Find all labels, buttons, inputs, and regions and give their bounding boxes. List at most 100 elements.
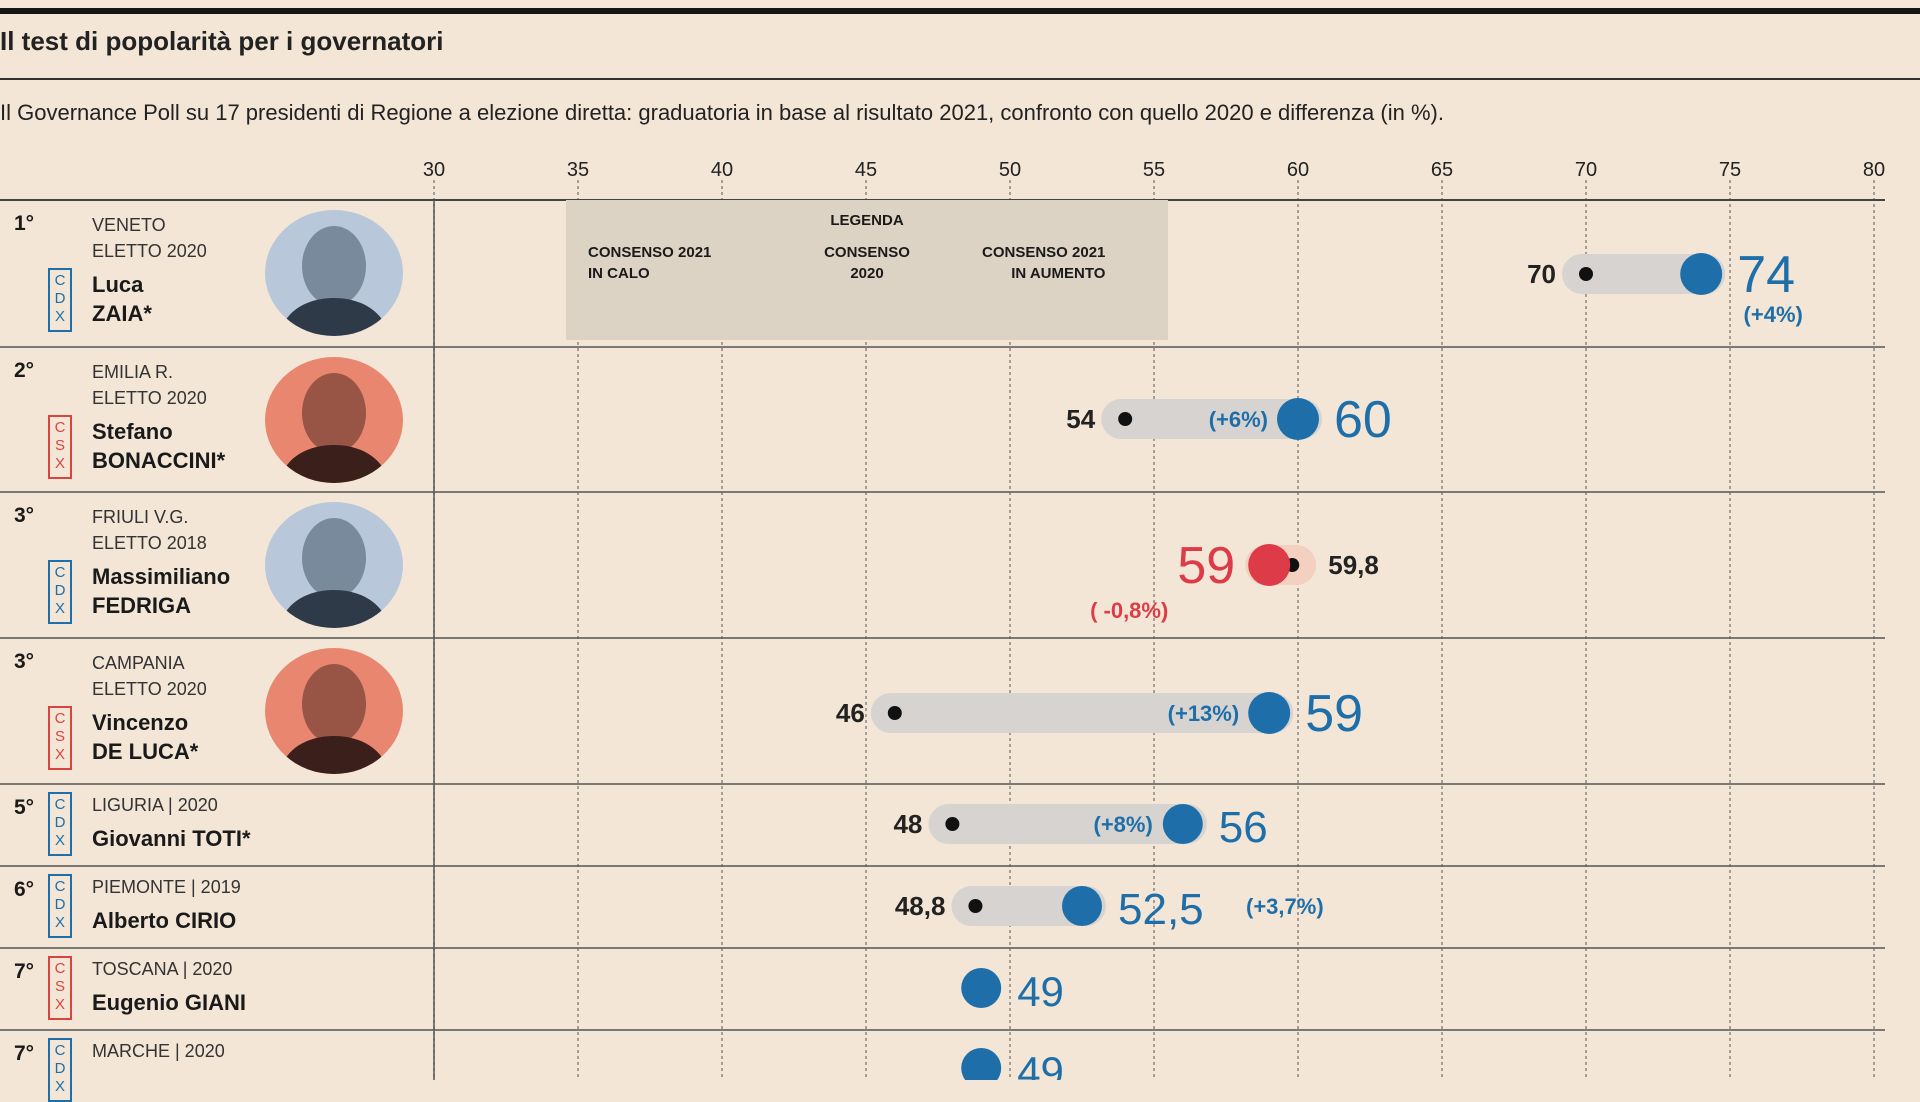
governor-name: Alberto CIRIO bbox=[92, 908, 237, 933]
chart-subtitle: Il Governance Poll su 17 presidenti di R… bbox=[0, 100, 1444, 125]
region-label: VENETO bbox=[92, 215, 166, 235]
coalition-letter: S bbox=[54, 437, 65, 454]
coalition-letter: X bbox=[54, 1078, 65, 1095]
x-tick-label-75: 75 bbox=[1719, 159, 1741, 181]
coalition-letter: D bbox=[54, 896, 66, 913]
label-2021-2: 59 bbox=[1177, 537, 1235, 595]
governor-portrait bbox=[265, 210, 403, 336]
dot-2021-7 bbox=[961, 1048, 1002, 1080]
elected-label: ELETTO 2020 bbox=[92, 388, 207, 408]
coalition-letter: C bbox=[54, 960, 66, 977]
legend-label-increase-line1: CONSENSO 2021 bbox=[982, 244, 1106, 261]
x-tick-label-45: 45 bbox=[855, 159, 877, 181]
legend-label-decrease-line1: CONSENSO 2021 bbox=[588, 244, 712, 261]
legend-label-2020-line1: CONSENSO bbox=[824, 244, 910, 261]
coalition-letter: X bbox=[54, 455, 65, 472]
coalition-letter: X bbox=[54, 600, 65, 617]
dot-2021-4 bbox=[1162, 804, 1203, 844]
coalition-letter: D bbox=[54, 1060, 66, 1077]
x-tick-label-30: 30 bbox=[423, 159, 445, 181]
dot-2021-5 bbox=[1062, 886, 1102, 926]
rank-label: 1° bbox=[14, 212, 35, 235]
top-rule bbox=[0, 8, 1920, 14]
portrait-silhouette bbox=[279, 373, 389, 483]
portrait-silhouette bbox=[279, 226, 389, 336]
label-2021-4: 56 bbox=[1219, 803, 1268, 852]
governor-name: Giovanni TOTI* bbox=[92, 826, 251, 851]
dot-2020-1 bbox=[1118, 412, 1133, 426]
region-label: CAMPANIA bbox=[92, 653, 185, 673]
first-name: Stefano bbox=[92, 419, 173, 444]
first-name: Vincenzo bbox=[92, 710, 189, 735]
region-label: MARCHE | 2020 bbox=[92, 1041, 225, 1061]
label-2021-1: 60 bbox=[1334, 391, 1392, 449]
last-name: ZAIA* bbox=[92, 301, 152, 326]
rank-label: 5° bbox=[14, 796, 35, 819]
dot-2020-4 bbox=[945, 817, 960, 831]
dot-2020-0 bbox=[1579, 267, 1593, 281]
range-bar-4 bbox=[928, 804, 1207, 844]
coalition-letter: C bbox=[54, 1042, 66, 1059]
elected-label: ELETTO 2020 bbox=[92, 679, 207, 699]
x-tick-label-40: 40 bbox=[711, 159, 733, 181]
label-2021-5: 52,5 bbox=[1118, 885, 1204, 934]
rank-label: 3° bbox=[14, 504, 35, 527]
label-diff-2: ( -0,8%) bbox=[1090, 598, 1168, 623]
legend-label-2020-line2: 2020 bbox=[850, 265, 884, 282]
rank-label: 2° bbox=[14, 359, 35, 382]
last-name: FEDRIGA bbox=[92, 593, 191, 618]
region-label: PIEMONTE | 2019 bbox=[92, 877, 241, 897]
first-name: Luca bbox=[92, 272, 144, 297]
portrait-silhouette bbox=[279, 664, 389, 774]
coalition-letter: C bbox=[54, 419, 66, 436]
coalition-letter: C bbox=[54, 710, 66, 727]
coalition-letter: S bbox=[54, 978, 65, 995]
coalition-letter: X bbox=[54, 308, 65, 325]
x-tick-label-65: 65 bbox=[1431, 159, 1453, 181]
label-2021-0: 74 bbox=[1737, 246, 1795, 304]
dot-2021-6 bbox=[961, 968, 1002, 1008]
coalition-letter: X bbox=[54, 914, 65, 931]
governor-portrait bbox=[265, 502, 403, 628]
title-divider bbox=[0, 78, 1920, 80]
coalition-letter: C bbox=[54, 564, 66, 581]
dot-2021-1 bbox=[1277, 398, 1319, 440]
label-2020-0: 70 bbox=[1527, 259, 1556, 289]
legend-box bbox=[566, 200, 1168, 340]
label-diff-5: (+3,7%) bbox=[1246, 894, 1324, 919]
portrait-silhouette bbox=[279, 518, 389, 628]
governor-portrait bbox=[265, 357, 403, 483]
label-2021-7: 49 bbox=[1017, 1048, 1064, 1080]
legend-label-decrease: CONSENSO 2021 IN CALO bbox=[588, 242, 711, 284]
dot-2020-3 bbox=[887, 706, 902, 720]
label-2021-6: 49 bbox=[1017, 968, 1064, 1015]
x-tick-label-35: 35 bbox=[567, 159, 589, 181]
governor-portrait bbox=[265, 648, 403, 774]
range-bar-3 bbox=[870, 693, 1294, 733]
rank-label: 6° bbox=[14, 878, 35, 901]
rank-label: 7° bbox=[14, 1042, 35, 1065]
coalition-letter: C bbox=[54, 878, 66, 895]
last-name: BONACCINI* bbox=[92, 448, 226, 473]
elected-label: ELETTO 2020 bbox=[92, 241, 207, 261]
region-label: FRIULI V.G. bbox=[92, 507, 189, 527]
region-label: EMILIA R. bbox=[92, 362, 174, 382]
region-label: TOSCANA | 2020 bbox=[92, 959, 233, 979]
dot-2021-0 bbox=[1680, 253, 1723, 295]
dot-2021-3 bbox=[1248, 692, 1291, 734]
coalition-letter: X bbox=[54, 996, 65, 1013]
coalition-letter: X bbox=[54, 832, 65, 849]
x-tick-label-55: 55 bbox=[1143, 159, 1165, 181]
chart-title: Il test di popolarità per i governatori bbox=[0, 26, 444, 56]
coalition-letter: D bbox=[54, 814, 66, 831]
elected-label: ELETTO 2018 bbox=[92, 533, 207, 553]
label-2020-3: 46 bbox=[836, 698, 865, 728]
dot-2021-2 bbox=[1248, 544, 1291, 586]
x-tick-label-50: 50 bbox=[999, 159, 1021, 181]
